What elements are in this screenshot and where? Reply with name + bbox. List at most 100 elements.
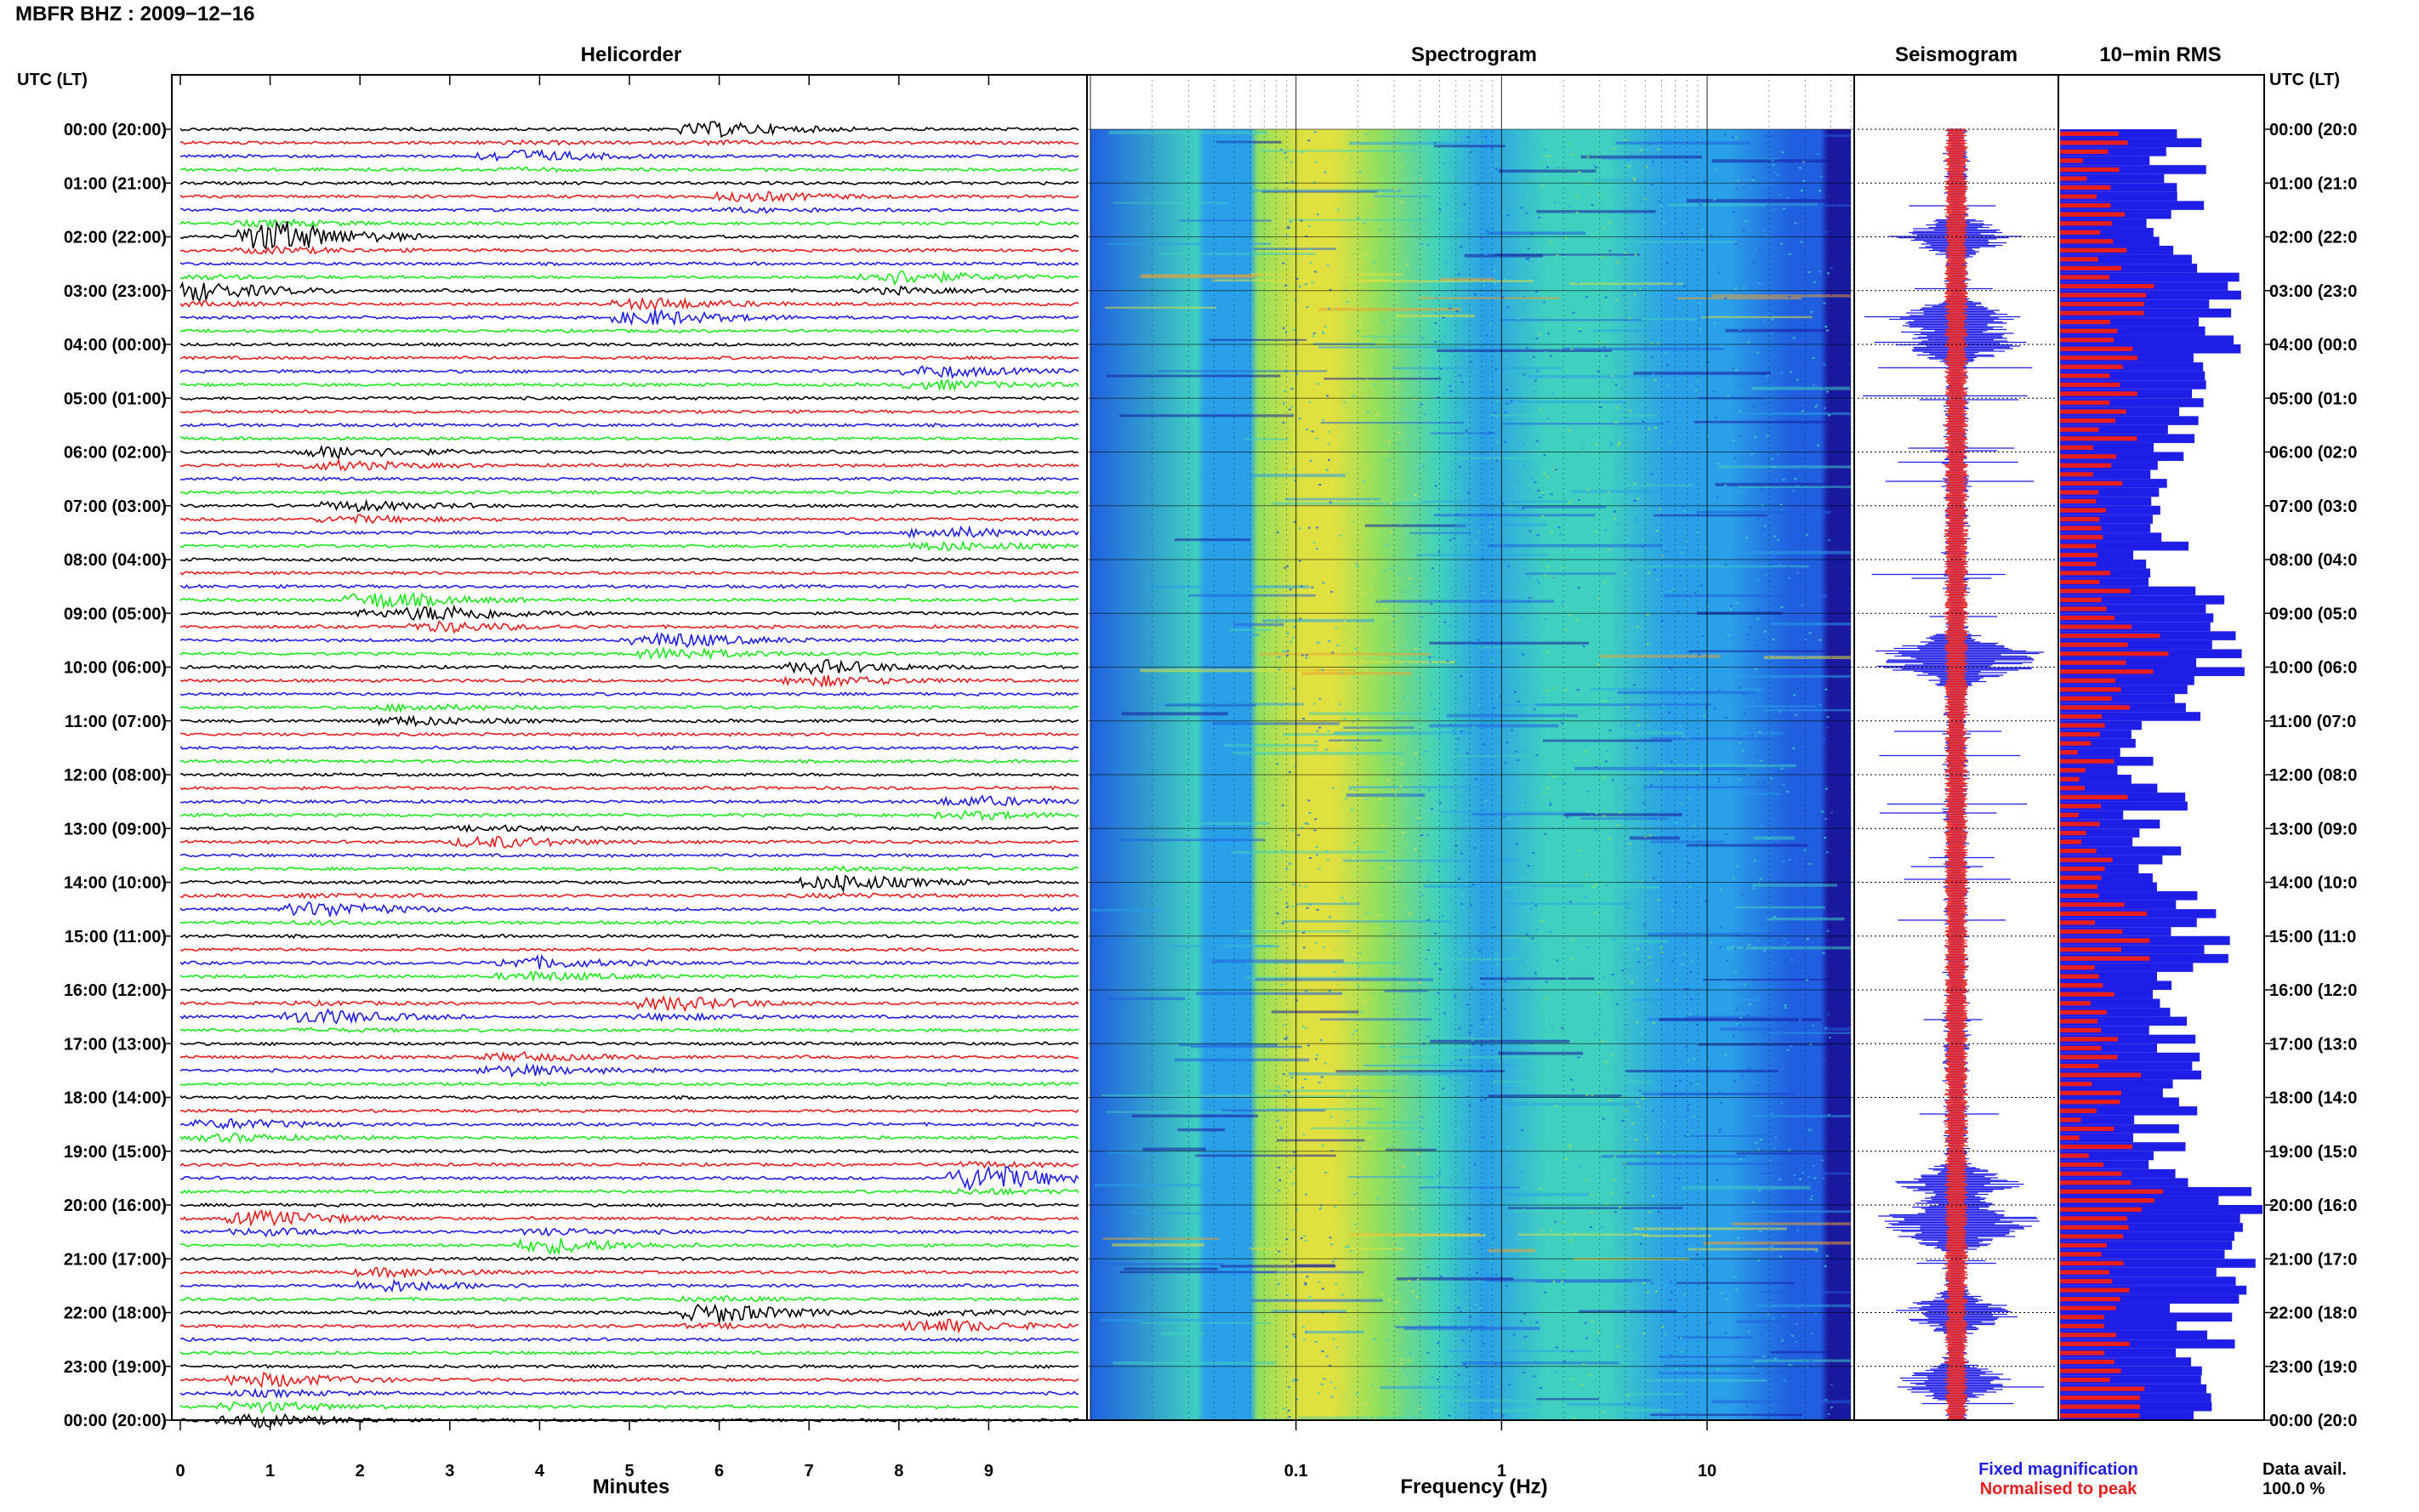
spectrogram-speckle xyxy=(1295,372,1298,375)
spectrogram-speckle xyxy=(1603,1161,1607,1163)
spectrogram-speckle xyxy=(1699,773,1702,776)
spectrogram-speckle xyxy=(1533,562,1536,565)
spectrogram-speckle xyxy=(1323,1378,1326,1380)
spectrogram-speckle xyxy=(1428,656,1431,658)
spectrogram-speckle xyxy=(1441,341,1444,344)
spectrogram-streak xyxy=(1179,219,1272,222)
rms-bar-fixed xyxy=(2060,424,2168,435)
spectrogram-speckle xyxy=(1450,1061,1454,1064)
spectrogram-speckle xyxy=(1619,1345,1622,1348)
spectrogram-speckle xyxy=(1304,1282,1307,1284)
spectrogram-speckle xyxy=(1713,1302,1716,1305)
spectrogram-speckle xyxy=(1534,379,1537,382)
spectrogram-speckle xyxy=(1662,222,1665,225)
spectrogram-speckle xyxy=(1747,341,1750,344)
spectrogram-speckle xyxy=(1386,1044,1389,1047)
spectrogram-speckle xyxy=(1327,430,1330,433)
helicorder-trace xyxy=(179,166,1079,173)
spectrogram-speckle xyxy=(1569,196,1573,198)
spectrogram-speckle xyxy=(1528,1102,1532,1105)
spectrogram-speckle xyxy=(1602,1117,1605,1120)
spectrogram-speckle xyxy=(1361,873,1364,876)
spectrogram-speckle xyxy=(1621,969,1625,972)
spectrogram-streak xyxy=(1675,1282,1795,1284)
spectrogram-speckle xyxy=(1384,570,1387,572)
spectrogram-streak xyxy=(1551,192,1628,196)
helicorder-trace xyxy=(179,702,1079,713)
spectrogram-speckle xyxy=(1699,328,1702,331)
spectrogram-speckle xyxy=(1812,520,1815,522)
spectrogram-speckle xyxy=(1809,1041,1813,1043)
spectrogram-speckle xyxy=(1304,1078,1307,1081)
spectrogram-speckle xyxy=(1648,428,1651,430)
spectrogram-speckle xyxy=(1757,940,1761,942)
spectrogram-speckle xyxy=(1291,905,1295,907)
spectrogram-streak xyxy=(1419,297,1561,299)
spectrogram-speckle xyxy=(1698,303,1701,305)
spectrogram-speckle xyxy=(1496,314,1500,316)
spectrogram-speckle xyxy=(1590,1211,1593,1214)
spectrogram-speckle xyxy=(1824,837,1827,839)
spectrogram-speckle xyxy=(1790,1364,1794,1367)
rms-bar-fixed xyxy=(2060,801,2188,811)
spectrogram-speckle xyxy=(1645,1134,1648,1136)
spectrogram-streak xyxy=(1648,932,1805,936)
spectrogram-speckle xyxy=(1389,531,1392,533)
spectrogram-speckle xyxy=(1430,1176,1433,1179)
spectrogram-speckle xyxy=(1759,824,1762,827)
spectrogram-speckle xyxy=(1672,147,1676,150)
spectrogram-speckle xyxy=(1489,659,1493,662)
spectrogram-streak xyxy=(1232,751,1403,755)
spectrogram-speckle xyxy=(1626,1191,1630,1194)
spectrogram-speckle xyxy=(1824,688,1828,691)
spectrogram-speckle xyxy=(1346,1119,1349,1122)
spectrogram-speckle xyxy=(1405,662,1409,664)
helicorder-trace xyxy=(180,864,1079,873)
spectrogram-speckle xyxy=(1745,1015,1749,1017)
spectrogram-streak xyxy=(1319,1018,1432,1021)
hour-label-right: 18:00 (14:0 xyxy=(2269,1089,2357,1108)
spectrogram-speckle xyxy=(1688,797,1692,799)
spectrogram-speckle xyxy=(1734,1336,1738,1339)
spectrogram-speckle xyxy=(1693,304,1697,306)
spectrogram-speckle xyxy=(1770,776,1773,779)
spectrogram-speckle xyxy=(1292,884,1295,886)
spectrogram-streak xyxy=(1633,372,1772,375)
spectrogram-speckle xyxy=(1568,566,1572,568)
spectrogram-speckle xyxy=(1699,767,1703,770)
spectrogram-speckle xyxy=(1421,862,1425,865)
hour-label-left: 09:00 (05:00) xyxy=(64,605,167,623)
spectrogram-streak xyxy=(1642,1379,1767,1382)
rms-bar-fixed xyxy=(2060,1267,2217,1277)
spectrogram-speckle xyxy=(1669,1299,1672,1301)
spectrogram-speckle xyxy=(1506,306,1510,309)
spectrogram-speckle xyxy=(1654,729,1658,731)
helicorder-x-tick-label: 3 xyxy=(445,1462,454,1481)
spectrogram-streak xyxy=(1507,1207,1683,1209)
spectrogram-speckle xyxy=(1360,1060,1363,1062)
spectrogram-streak xyxy=(1651,737,1826,741)
spectrogram-speckle xyxy=(1749,626,1752,628)
spectrogram-speckle xyxy=(1695,1253,1699,1256)
spectrogram-speckle xyxy=(1710,338,1714,341)
spectrogram-speckle xyxy=(1806,1366,1809,1368)
spectrogram-speckle xyxy=(1321,1144,1324,1146)
spectrogram-speckle xyxy=(1534,905,1538,907)
helicorder-x-tick-label: 7 xyxy=(805,1462,814,1481)
spectrogram-speckle xyxy=(1327,730,1330,732)
spectrogram-speckle xyxy=(1421,753,1425,755)
spectrogram-speckle xyxy=(1385,657,1388,660)
rms-bar-fixed xyxy=(2060,1124,2179,1134)
spectrogram-speckle xyxy=(1561,1026,1564,1029)
spectrogram-streak xyxy=(1542,739,1672,742)
spectrogram-speckle xyxy=(1332,1071,1335,1073)
spectrogram-speckle xyxy=(1454,508,1457,510)
spectrogram-speckle xyxy=(1676,1273,1679,1276)
rms-bar-normalised xyxy=(2060,212,2126,217)
spectrogram-speckle xyxy=(1523,1187,1527,1190)
spectrogram-speckle xyxy=(1598,342,1602,344)
hour-label-right: 23:00 (19:0 xyxy=(2269,1358,2357,1377)
spectrogram-streak xyxy=(1174,1058,1310,1062)
spectrogram-speckle xyxy=(1323,946,1326,948)
spectrogram-speckle xyxy=(1279,1127,1283,1129)
